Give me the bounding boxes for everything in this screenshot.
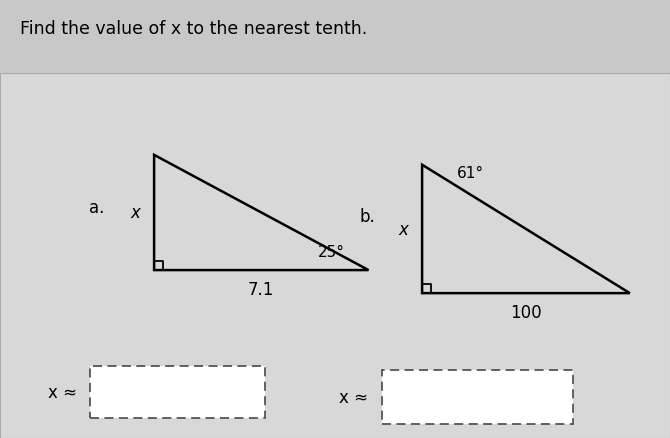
Text: 25°: 25° (318, 244, 345, 260)
Text: x ≈: x ≈ (48, 383, 77, 401)
Bar (382, 370, 573, 424)
Text: x: x (399, 220, 408, 238)
Text: 61°: 61° (457, 166, 484, 181)
Bar (90, 366, 265, 418)
Text: a.: a. (90, 198, 105, 216)
Text: 7.1: 7.1 (248, 280, 275, 298)
Text: Find the value of x to the nearest tenth.: Find the value of x to the nearest tenth… (20, 20, 367, 38)
Text: x: x (131, 204, 140, 222)
Text: b.: b. (359, 208, 375, 226)
Text: x ≈: x ≈ (339, 388, 368, 406)
Text: 100: 100 (510, 303, 542, 321)
